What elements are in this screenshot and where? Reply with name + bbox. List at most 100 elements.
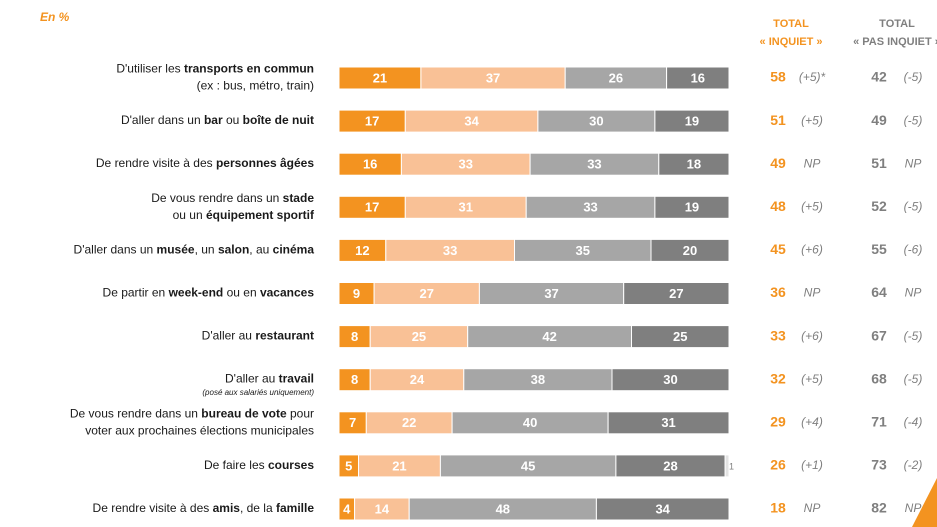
total-value: 64 — [871, 284, 887, 300]
bar-value-label: 21 — [373, 70, 387, 85]
label-part: , de la — [240, 501, 276, 515]
label-part: pour — [287, 406, 314, 420]
total-value: 67 — [871, 327, 887, 343]
bar-value-label: 17 — [365, 114, 379, 129]
label-part: équipement sportif — [206, 208, 315, 222]
bar-value-label: 19 — [685, 114, 699, 129]
label-part: musée — [157, 243, 195, 257]
category-label: De rendre visite à des amis, de la famil… — [93, 501, 315, 515]
bar-value-label: 16 — [691, 70, 705, 85]
total-change: (+6) — [801, 329, 823, 343]
bar-value-label: 16 — [363, 157, 377, 172]
label-part: restaurant — [255, 329, 314, 343]
label-part: De rendre visite à des — [96, 156, 216, 170]
bar-value-label: 1 — [729, 461, 734, 471]
label-part: cinéma — [273, 243, 315, 257]
category-label: De faire les courses — [204, 458, 314, 472]
label-part: De faire les — [204, 458, 268, 472]
label-part: vacances — [260, 286, 314, 300]
bar-value-label: 34 — [464, 114, 479, 129]
category-label: De vous rendre dans un bureau de vote po… — [70, 406, 314, 420]
label-part: week-end — [168, 286, 224, 300]
total-change: (+5) — [801, 113, 823, 127]
bar-value-label: 30 — [663, 372, 677, 387]
label-part: bar — [204, 113, 223, 127]
total-value: 68 — [871, 370, 887, 386]
bar-value-label: 17 — [365, 200, 379, 215]
bar-value-label: 45 — [521, 458, 535, 473]
total-change: NP — [804, 156, 821, 170]
column-header: « PAS INQUIET » — [853, 36, 937, 48]
bar-value-label: 5 — [345, 458, 352, 473]
total-change: (+4) — [801, 415, 823, 429]
bar-value-label: 33 — [443, 243, 457, 258]
category-label: voter aux prochaines élections municipal… — [85, 423, 314, 437]
bar-value-label: 37 — [486, 70, 500, 85]
total-value: 36 — [770, 284, 786, 300]
total-value: 49 — [770, 155, 786, 171]
category-label: (ex : bus, métro, train) — [197, 79, 314, 93]
bar-value-label: 31 — [459, 200, 473, 215]
decoration — [912, 478, 937, 527]
bar-value-label: 20 — [683, 243, 697, 258]
total-change: (+5) — [801, 199, 823, 213]
total-value: 33 — [770, 327, 786, 343]
label-part: D'aller dans un — [121, 113, 204, 127]
bar-segment — [666, 66, 730, 90]
bar-value-label: 14 — [375, 501, 390, 516]
label-part: , au — [249, 243, 272, 257]
category-label: De vous rendre dans un stade — [151, 191, 314, 205]
label-part: salon — [218, 243, 249, 257]
bar-value-label: 31 — [661, 415, 675, 430]
total-value: 73 — [871, 457, 887, 473]
total-change: (+5) — [801, 372, 823, 386]
bar-value-label: 7 — [349, 415, 356, 430]
bar-value-label: 42 — [542, 329, 556, 344]
subtitle: En % — [40, 10, 70, 24]
label-part: D'aller au — [225, 372, 279, 386]
column-header: « INQUIET » — [760, 36, 823, 48]
bar-value-label: 27 — [669, 286, 683, 301]
label-part: De partir en — [103, 286, 169, 300]
label-part: travail — [279, 372, 314, 386]
bar-value-label: 9 — [353, 286, 360, 301]
category-note: (posé aux salariés uniquement) — [202, 388, 314, 397]
bar-value-label: 19 — [685, 200, 699, 215]
total-value: 42 — [871, 69, 887, 85]
label-part: ou en — [223, 286, 260, 300]
bar-segment — [631, 325, 730, 349]
category-label: D'aller dans un bar ou boîte de nuit — [121, 113, 314, 127]
bar-value-label: 33 — [583, 200, 597, 215]
category-label: D'aller dans un musée, un salon, au ciné… — [74, 243, 315, 257]
bar-segment — [654, 195, 730, 219]
label-part: stade — [283, 191, 315, 205]
label-part: De vous rendre dans un — [151, 191, 282, 205]
bar-value-label: 27 — [420, 286, 434, 301]
label-part: D'aller au — [202, 329, 256, 343]
total-change: NP — [804, 286, 821, 300]
bar-value-label: 24 — [410, 372, 425, 387]
bar-segment — [611, 368, 730, 392]
total-value: 45 — [770, 241, 786, 257]
total-value: 51 — [871, 155, 887, 171]
bar-segment — [595, 497, 730, 521]
bar-value-label: 33 — [459, 157, 473, 172]
bar-value-label: 40 — [523, 415, 537, 430]
label-part: , un — [195, 243, 218, 257]
category-label: D'aller au restaurant — [202, 329, 314, 343]
category-label: De rendre visite à des personnes âgées — [96, 156, 314, 170]
category-label: D'aller au travail — [225, 372, 314, 386]
total-value: 55 — [871, 241, 887, 257]
total-change: (+1) — [801, 458, 823, 472]
bar-value-label: 34 — [655, 501, 670, 516]
bar-value-label: 12 — [355, 243, 369, 258]
bar-value-label: 37 — [544, 286, 558, 301]
bar-segment — [650, 238, 730, 262]
total-change: NP — [905, 501, 922, 515]
total-change: (-5) — [904, 70, 923, 84]
bar-value-label: 28 — [663, 458, 677, 473]
total-value: 49 — [871, 112, 887, 128]
total-change: (+5)* — [799, 70, 826, 84]
bar-segment — [623, 282, 730, 305]
category-label: ou un équipement sportif — [173, 208, 315, 222]
